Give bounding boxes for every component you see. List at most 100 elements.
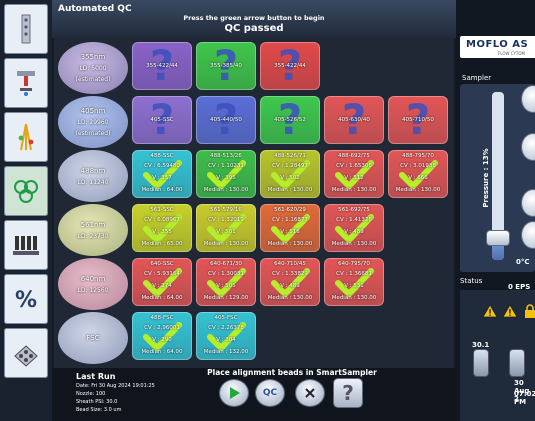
close-icon [305,388,315,398]
tb-instrument-button[interactable] [4,4,48,54]
median-value: Median : 130.00 [331,241,377,247]
pressure-label: Pressure : 13% [482,148,490,208]
tb-stream-button[interactable] [4,58,48,108]
detector-tile[interactable]: ? 405-440/50 [196,96,256,144]
detector-tile[interactable]: 488-513/26 CV : 1.10231 V : 395 Median : 13… [196,150,256,198]
logo-subtext: FLOW CYTOM [498,51,525,56]
detector-tile[interactable]: 561-692/75 CV : 1.41326 V : 489 Median : 13… [324,204,384,252]
detector-tile[interactable]: ? 355-422/44 [132,42,192,90]
instrument-icon [21,14,31,44]
time-readout: 07:02 PM [514,390,535,406]
detector-name: 405-630/40 [338,117,370,123]
plate-icon [13,236,39,255]
checkmark-icon [207,214,246,243]
tb-qc-button[interactable] [4,166,48,216]
detector-tile[interactable]: ? 405-SSC [132,96,192,144]
percent-icon: % [15,288,37,313]
detector-tile[interactable]: 488-FSC CV : 2.96001 V : 290 Median : 64.00 [132,312,192,360]
laser-name: 355nm [80,53,106,61]
checkmark-icon [335,268,374,297]
sampler-mid-button[interactable] [522,134,535,160]
checkmark-icon [207,322,246,351]
laser-name: FSC [86,334,100,342]
voltage-value: V : 489 [344,229,364,235]
tb-stats-button[interactable]: % [4,274,48,324]
laser-power: LD: 29960 [77,119,109,126]
voltage-value: V : 304 [216,337,236,343]
bottom-message: Place alignment beads in SmartSampler [207,368,377,377]
detector-tile[interactable]: 561-SSC CV : 6.08967 V : 355 Median : 65.00 [132,204,192,252]
detector-name: 640-795/70 [338,261,370,267]
detector-name: 355-385/40 [210,63,242,69]
gates-icon [14,345,38,367]
sampler-top-button[interactable] [522,86,535,112]
cv-value: CV : 5.93164 [144,271,180,277]
checkmark-icon [271,214,310,243]
sheath-tank-icon [474,350,488,376]
checkmark-icon [271,268,310,297]
median-value: Median : 130.00 [267,241,313,247]
brand-logo: MOFLO AS FLOW CYTOM [460,36,535,58]
detector-tile[interactable]: 488-SSC CV : 6.59480 V : 357 Median : 64.00 [132,150,192,198]
date-readout: 30 Aug 2 [514,379,530,403]
left-toolbar: % [0,0,52,421]
laser-fsc: FSC [58,312,128,364]
laser-355nm: 355nm LD: 5000 (estimated) [58,42,128,94]
warning-icon [482,304,498,318]
qc-status-text: QC passed [224,23,284,34]
sampler-title: Sampler [462,74,492,82]
detector-tile[interactable]: 640-SSC CV : 5.93164 V : 274 Median : 64.00 [132,258,192,306]
detector-tile[interactable]: ? 405-526/52 [260,96,320,144]
laser-name: 488nm [80,166,106,175]
cv-value: CV : 1.41326 [336,217,372,223]
laser-488nm: 488nm LD: 11240 [58,150,128,202]
checkmark-icon [143,268,182,297]
question-icon: ? [277,42,303,90]
tb-sort-button[interactable] [4,112,48,162]
cv-value: CV : 6.59480 [144,163,180,169]
median-value: Median : 65.00 [141,241,183,247]
voltage-value: V : 274 [152,283,172,289]
help-button[interactable]: ? [334,379,362,407]
cv-value: CV : 6.08967 [144,217,180,223]
question-icon: ? [213,42,239,90]
detector-tile[interactable]: 640-710/45 CV : 1.33829 V : 489 Median : 13… [260,258,320,306]
status-box: 30.1 30 Aug 2 07:02 PM [460,290,535,421]
panel-title: Automated QC [58,4,132,14]
sampler-bottom-button[interactable] [522,222,535,248]
laser-name: 405nm [80,107,106,115]
cv-value: CV : 1.33829 [272,271,308,277]
detector-tile[interactable]: 640-795/70 CV : 1.36681 V : 531 Median : 13… [324,258,384,306]
detector-name: 355-422/44 [146,63,178,69]
cancel-button[interactable] [296,380,324,406]
laser-name: 640nm [80,274,106,283]
detector-tile[interactable]: 561-579/16 CV : 1.32019 V : 501 Median : 13… [196,204,256,252]
voltage-value: V : 501 [216,229,236,235]
qc-button[interactable]: QC [256,380,284,406]
pressure-slider-handle[interactable] [487,231,509,246]
checkmark-icon [335,160,374,189]
detector-tile[interactable]: 488-692/75 CV : 1.65306 V : 512 Median : 13… [324,150,384,198]
detector-name: 640-710/45 [274,261,306,267]
question-icon: ? [405,96,431,144]
detector-tile[interactable]: ? 355-422/44 [260,42,320,90]
sampler-cancel-button[interactable] [522,190,535,216]
checkmark-icon [207,160,246,189]
detector-tile[interactable]: ? 355-385/40 [196,42,256,90]
detector-name: 488-692/75 [338,153,370,159]
detector-tile[interactable]: 405-FSC CV : 2.26378 V : 304 Median : 132.0… [196,312,256,360]
detector-tile[interactable]: 488-795/70 CV : 3.01938 V : 666 Median : 13… [388,150,448,198]
detector-tile[interactable]: 488-526/71 CV : 1.28497 V : 502 Median : 13… [260,150,320,198]
tb-gates-button[interactable] [4,328,48,378]
detector-tile[interactable]: 640-671/30 CV : 1.30031 V : 505 Median : 12… [196,258,256,306]
svg-text:%: % [15,288,37,313]
detector-tile[interactable]: ? 405-710/50 [388,96,448,144]
start-button[interactable] [220,380,248,406]
detector-name: 640-671/30 [210,261,242,267]
tb-plates-button[interactable] [4,220,48,270]
qc-button-label: QC [262,388,278,398]
last-run-sheath: Sheath PSI: 30.0 [76,399,118,405]
detector-tile[interactable]: ? 405-630/40 [324,96,384,144]
median-value: Median : 64.00 [141,295,183,301]
detector-tile[interactable]: 561-620/29 CV : 1.16877 V : 516 Median : 13… [260,204,320,252]
